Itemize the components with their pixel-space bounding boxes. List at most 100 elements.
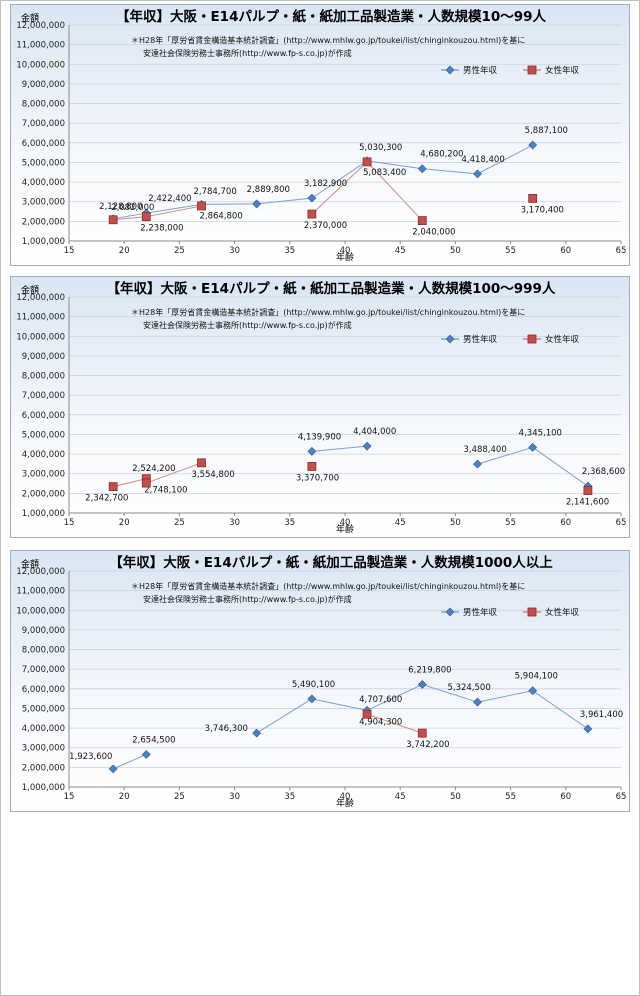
x-tick-label: 50 xyxy=(450,246,461,256)
female-data-point xyxy=(108,215,118,225)
male-data-point xyxy=(307,193,317,203)
y-tick-label: 3,000,000 xyxy=(22,470,65,480)
male-data-point xyxy=(252,728,262,738)
x-tick-label: 35 xyxy=(284,792,295,802)
x-tick-label: 40 xyxy=(340,518,351,528)
female-data-label: 2,370,000 xyxy=(304,221,347,231)
male-data-label: 4,345,100 xyxy=(519,428,562,438)
female-series-line xyxy=(311,161,368,215)
female-series-line xyxy=(146,462,202,484)
x-tick-label: 65 xyxy=(616,246,627,256)
y-tick-label: 1,000,000 xyxy=(22,783,65,793)
male-series-line xyxy=(477,144,533,175)
x-tick-label: 35 xyxy=(284,518,295,528)
male-data-label: 4,680,200 xyxy=(420,150,463,160)
source-note-line: 安達社会保険労務士事務所(http://www.fp-s.co.jp)が作成 xyxy=(143,320,352,330)
y-tick-label: 5,000,000 xyxy=(22,430,65,440)
y-tick-label: 3,000,000 xyxy=(22,198,65,208)
y-tick-label: 6,000,000 xyxy=(22,411,65,421)
chart-100-999-svg: 【年収】大阪・E14パルプ・紙・紙加工品製造業・人数規模100～999人 金額 1,… xyxy=(16,280,626,535)
female-data-label: 2,784,700 xyxy=(193,187,236,197)
chart-panel-size-100-999: 【年収】大阪・E14パルプ・紙・紙加工品製造業・人数規模100～999人 金額 1,… xyxy=(10,276,630,538)
x-tick-label: 65 xyxy=(616,792,627,802)
y-tick-label: 2,000,000 xyxy=(22,489,65,499)
male-series-line xyxy=(532,690,589,730)
female-data-point xyxy=(583,486,593,495)
male-data-label: 2,422,400 xyxy=(148,194,191,204)
female-data-point xyxy=(362,157,372,167)
female-data-point xyxy=(108,482,118,492)
x-tick-label: 25 xyxy=(174,518,185,528)
female-series-line xyxy=(113,478,147,488)
male-data-point xyxy=(252,199,262,209)
female-data-point xyxy=(362,709,372,719)
chart-1000-plus-svg: 【年収】大阪・E14パルプ・紙・紙加工品製造業・人数規模1000人以上 金額 1,0… xyxy=(16,554,627,809)
female-data-label: 3,742,200 xyxy=(406,740,449,750)
female-data-point xyxy=(141,212,151,222)
female-series-line xyxy=(146,205,202,218)
male-data-label: 6,219,800 xyxy=(408,666,451,676)
legend-female-label: 女性年収 xyxy=(545,334,580,345)
chart-title: 【年収】大阪・E14パルプ・紙・紙加工品製造業・人数規模10～99人 xyxy=(116,8,547,25)
male-data-label: 2,654,500 xyxy=(132,736,175,746)
y-tick-label: 10,000,000 xyxy=(16,60,65,70)
legend-male-label: 男性年収 xyxy=(463,334,498,345)
male-series-line xyxy=(256,698,313,734)
x-axis-label: 年齢 xyxy=(336,797,354,809)
y-tick-label: 9,000,000 xyxy=(22,352,65,362)
y-tick-label: 6,000,000 xyxy=(22,139,65,149)
x-tick-label: 30 xyxy=(229,792,240,802)
y-axis-label: 金額 xyxy=(21,12,39,24)
male-series-line xyxy=(256,197,312,205)
female-data-label: 2,748,100 xyxy=(144,486,187,496)
y-tick-label: 7,000,000 xyxy=(22,119,65,129)
source-note-line: ＊H28年「厚労省賃金構造基本統計調査」(http://www.mhlw.go.… xyxy=(131,581,525,591)
legend-female-label: 女性年収 xyxy=(545,607,580,618)
male-data-point xyxy=(473,697,482,707)
male-series-line xyxy=(367,160,423,170)
male-series-line xyxy=(146,203,202,214)
x-tick-label: 35 xyxy=(284,246,295,256)
y-tick-label: 4,000,000 xyxy=(22,724,65,734)
male-series-line xyxy=(311,698,368,711)
x-tick-label: 20 xyxy=(119,246,130,256)
male-data-label: 3,746,300 xyxy=(205,724,248,734)
y-tick-label: 5,000,000 xyxy=(22,158,65,168)
y-tick-label: 12,000,000 xyxy=(16,21,65,31)
male-data-label: 2,889,800 xyxy=(247,185,290,195)
y-tick-label: 7,000,000 xyxy=(22,665,65,675)
female-data-label: 2,141,600 xyxy=(566,498,609,508)
y-tick-label: 9,000,000 xyxy=(22,80,65,90)
male-data-point xyxy=(417,680,427,689)
x-tick-label: 15 xyxy=(64,518,75,528)
chart-10-99-svg: 【年収】大阪・E14パルプ・紙・紙加工品製造業・人数規模10～99人 金額 1,00… xyxy=(16,8,627,263)
y-tick-label: 8,000,000 xyxy=(22,646,65,656)
y-tick-label: 8,000,000 xyxy=(22,372,65,382)
x-tick-label: 45 xyxy=(395,518,406,528)
male-data-label: 2,368,600 xyxy=(582,467,625,477)
x-tick-label: 45 xyxy=(395,246,406,256)
male-data-point xyxy=(307,694,317,704)
female-data-label: 2,524,200 xyxy=(132,464,175,474)
male-series-line xyxy=(311,445,368,452)
x-tick-label: 60 xyxy=(560,792,571,802)
chart-title: 【年収】大阪・E14パルプ・紙・紙加工品製造業・人数規模100～999人 xyxy=(107,280,556,297)
female-series-line xyxy=(366,713,423,734)
male-data-label: 5,490,100 xyxy=(292,680,335,690)
x-tick-label: 55 xyxy=(505,518,516,528)
x-tick-label: 40 xyxy=(340,792,351,802)
y-tick-label: 7,000,000 xyxy=(22,391,65,401)
legend-female-marker xyxy=(527,65,537,75)
x-tick-label: 50 xyxy=(450,792,461,802)
male-data-label: 2,128,800 xyxy=(99,202,142,212)
male-data-point xyxy=(473,169,482,179)
male-series-line xyxy=(532,446,589,487)
x-tick-label: 25 xyxy=(174,792,185,802)
x-tick-label: 30 xyxy=(229,246,240,256)
male-data-label: 5,083,400 xyxy=(363,168,406,178)
legend-male-marker xyxy=(445,607,455,617)
legend-female-label: 女性年収 xyxy=(545,65,580,76)
source-note-line: ＊H28年「厚労省賃金構造基本統計調査」(http://www.mhlw.go.… xyxy=(131,35,525,45)
x-tick-label: 55 xyxy=(505,792,516,802)
female-data-label: 2,082,000 xyxy=(111,203,154,213)
